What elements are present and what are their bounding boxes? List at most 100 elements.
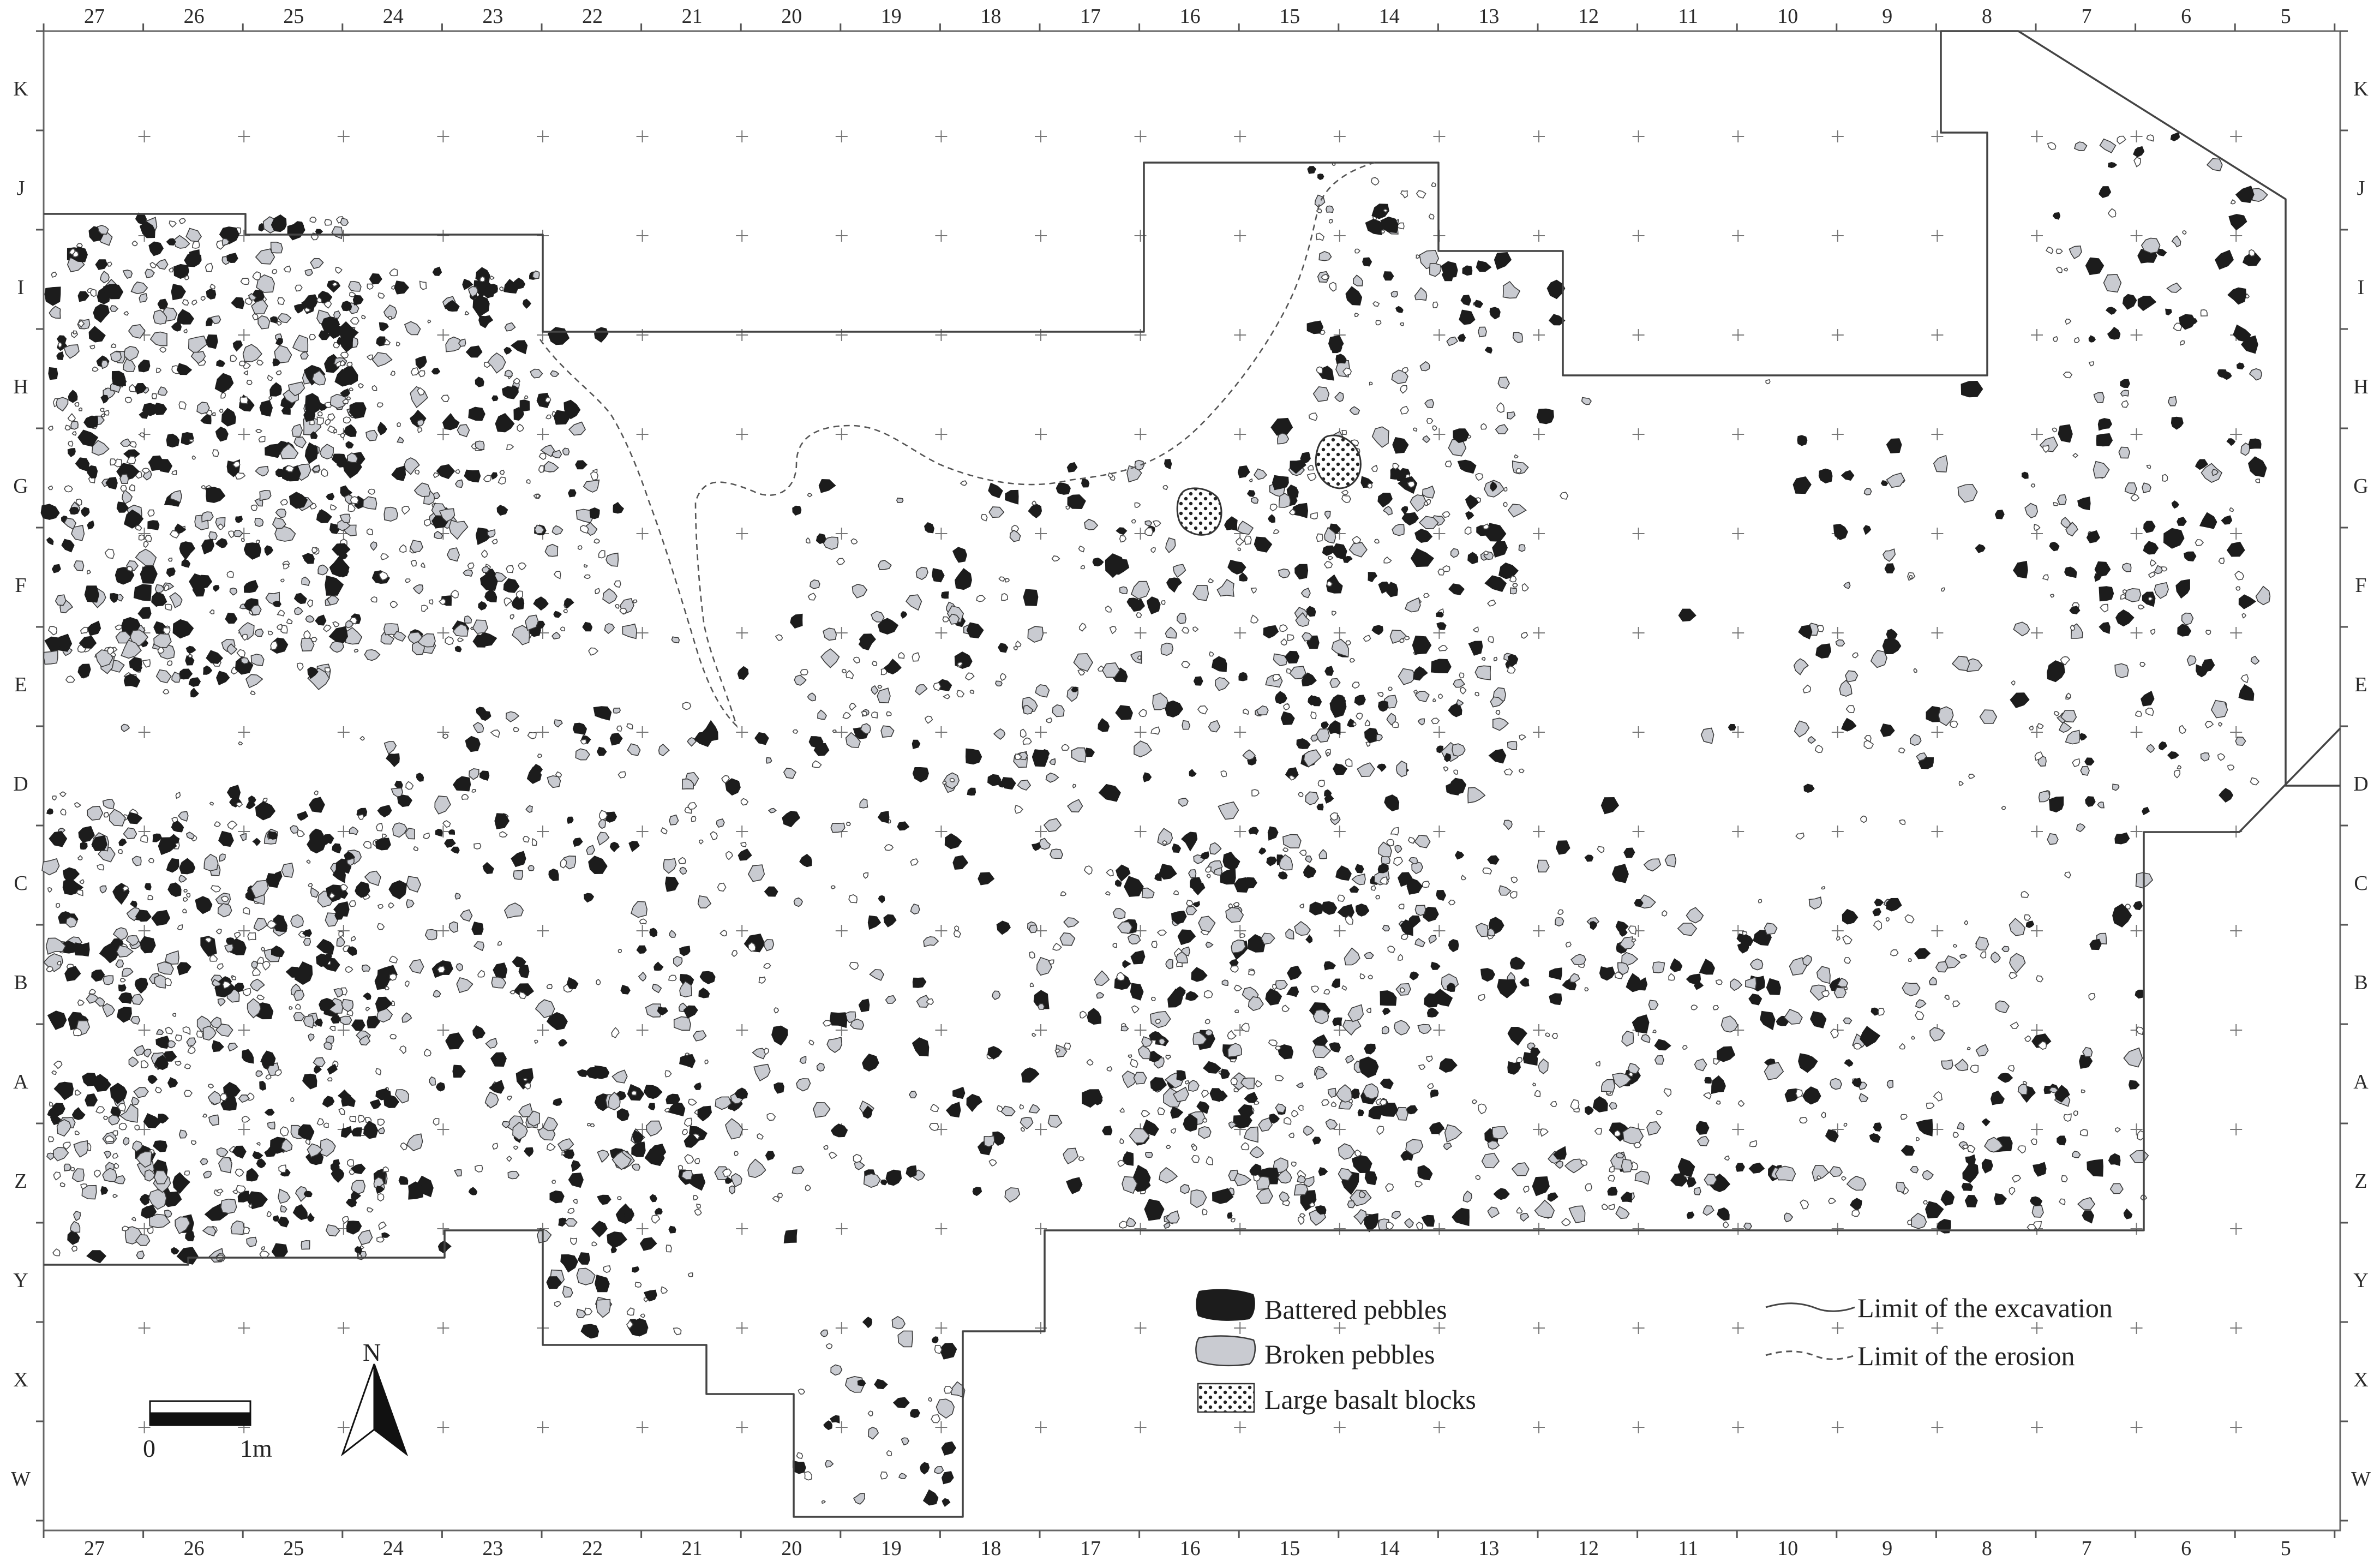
small-pebble: [1969, 1064, 1979, 1074]
broken-pebble: [1538, 1058, 1549, 1074]
small-pebble: [836, 558, 846, 565]
small-pebble: [1922, 1200, 1928, 1205]
battered-pebble: [1430, 961, 1441, 970]
small-pebble: [256, 1142, 261, 1146]
small-pebble: [1459, 672, 1465, 679]
broken-pebble: [1192, 1031, 1208, 1045]
small-pebble: [1119, 1138, 1124, 1144]
battered-pebble: [1448, 583, 1465, 595]
battered-pebble: [1267, 826, 1279, 841]
small-pebble: [1202, 1208, 1208, 1216]
small-pebble: [1516, 1057, 1523, 1063]
small-pebble: [1141, 1110, 1150, 1117]
broken-pebble: [793, 897, 803, 907]
small-pebble: [183, 328, 188, 333]
battered-pebble: [649, 1194, 657, 1203]
broken-pebble: [1152, 692, 1169, 710]
small-pebble: [363, 841, 372, 849]
broken-pebble: [816, 1062, 825, 1072]
battered-pebble: [862, 1054, 879, 1072]
small-pebble: [377, 1119, 385, 1126]
battered-pebble: [1115, 705, 1133, 720]
battered-pebble: [1165, 700, 1184, 717]
broken-pebble: [916, 995, 931, 1008]
broken-pebble: [2125, 588, 2142, 602]
broken-pebble: [1909, 734, 1922, 746]
battered-pebble: [206, 288, 217, 300]
battered-pebble: [351, 1191, 362, 1201]
broken-pebble: [255, 1070, 263, 1078]
broken-pebble: [1450, 548, 1460, 558]
broken-pebble: [1198, 916, 1216, 932]
small-pebble: [1288, 1132, 1295, 1138]
small-pebble: [177, 924, 183, 930]
column-label-top: 9: [1882, 5, 1892, 28]
small-pebble: [141, 1060, 149, 1069]
small-pebble: [236, 649, 246, 658]
small-pebble: [517, 423, 524, 432]
small-pebble: [75, 498, 82, 506]
broken-pebble: [554, 719, 563, 728]
small-pebble: [1631, 938, 1636, 943]
battered-pebble: [1509, 956, 1526, 970]
small-pebble: [2107, 208, 2117, 218]
small-pebble: [141, 468, 151, 474]
battered-pebble: [2114, 832, 2130, 845]
broken-pebble: [544, 543, 559, 557]
small-pebble: [1359, 973, 1366, 979]
battered-pebble: [472, 1025, 485, 1039]
small-pebble: [1337, 894, 1346, 902]
battered-pebble: [1176, 1070, 1186, 1081]
battered-pebble: [1351, 1155, 1372, 1174]
battered-pebble: [1842, 908, 1859, 925]
small-pebble: [934, 1345, 943, 1354]
broken-pebble: [250, 654, 265, 666]
broken-pebble: [135, 1234, 151, 1246]
broken-pebble: [1422, 485, 1435, 499]
small-pebble: [378, 1221, 387, 1230]
small-pebble: [1306, 473, 1317, 481]
broken-pebble: [81, 1185, 97, 1200]
small-pebble: [1052, 942, 1062, 951]
battered-pebble: [218, 830, 234, 847]
small-pebble: [1060, 891, 1067, 896]
battered-pebble: [2217, 369, 2227, 378]
small-pebble: [1459, 686, 1467, 695]
broken-pebble: [1273, 653, 1288, 666]
battered-pebble: [189, 249, 200, 260]
battered-pebble: [275, 338, 283, 346]
small-pebble: [499, 831, 508, 838]
battered-pebble: [1371, 625, 1384, 636]
battered-pebble: [349, 402, 367, 419]
small-pebble: [113, 1162, 119, 1169]
small-pebble: [523, 1078, 528, 1081]
battered-pebble: [1548, 314, 1566, 326]
broken-pebble: [2211, 469, 2219, 476]
small-pebble: [1926, 1102, 1935, 1109]
row-label-right: G: [2353, 475, 2368, 498]
small-pebble: [51, 271, 57, 278]
broken-pebble: [1916, 752, 1927, 762]
battered-pebble: [479, 573, 498, 591]
battered-pebble: [235, 516, 243, 523]
small-pebble: [2218, 722, 2223, 727]
small-pebble: [423, 832, 430, 839]
battered-pebble: [1285, 650, 1300, 664]
broken-pebble: [576, 1267, 596, 1285]
small-pebble: [1204, 866, 1212, 873]
battered-pebble: [472, 295, 490, 318]
small-pebble: [252, 271, 261, 280]
battered-pebble: [510, 340, 528, 355]
battered-pebble: [679, 946, 691, 956]
small-pebble: [513, 727, 519, 733]
small-pebble: [346, 361, 353, 367]
small-pebble: [1628, 925, 1637, 935]
broken-pebble: [1495, 424, 1509, 434]
small-pebble: [976, 595, 986, 602]
small-pebble: [2053, 711, 2060, 716]
broken-pebble: [458, 338, 466, 347]
small-pebble: [1426, 1083, 1434, 1090]
small-pebble: [479, 276, 485, 283]
broken-pebble: [1028, 1104, 1040, 1114]
small-pebble: [2072, 452, 2079, 458]
